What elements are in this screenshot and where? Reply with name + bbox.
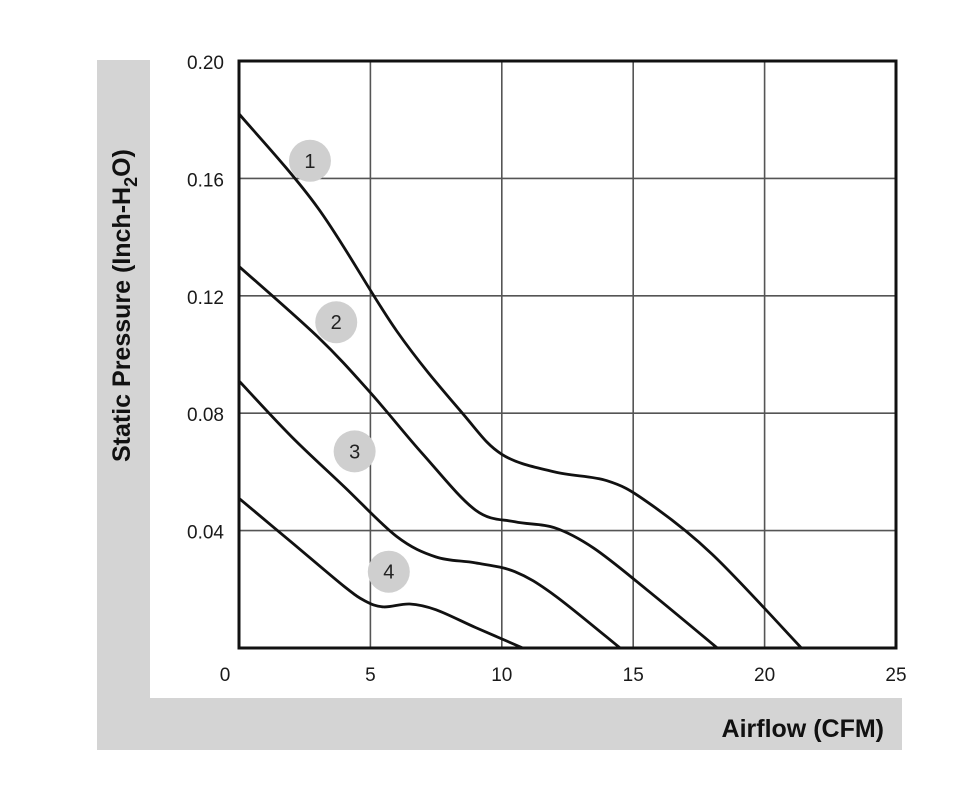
- x-axis-title: Airflow (CFM): [722, 715, 884, 743]
- series-marker-4: [367, 550, 410, 593]
- series-marker-label-2: 2: [331, 312, 342, 334]
- y-axis-band: [97, 60, 150, 750]
- x-tick-label: 20: [754, 665, 775, 686]
- y-tick-label: 0.04: [187, 523, 224, 544]
- y-axis-title-tail: O): [108, 149, 136, 177]
- x-tick-label: 10: [491, 665, 512, 686]
- y-tick-labels: 0.04 0.08 0.12 0.16 0.20: [187, 53, 224, 544]
- marker-group: 1 2 3 4: [288, 139, 410, 593]
- grid-lines: [239, 61, 896, 648]
- y-axis-title-main: Static Pressure (Inch-H: [108, 187, 136, 462]
- series-marker-3: [333, 430, 376, 473]
- y-axis-title: Static Pressure (Inch-H2O): [108, 149, 141, 462]
- series-group: [237, 112, 803, 650]
- series-line-2: [238, 265, 719, 650]
- series-line-3: [237, 379, 621, 650]
- x-tick-label: 15: [623, 665, 644, 686]
- series-line-1: [237, 112, 803, 649]
- series-marker-1: [288, 139, 331, 182]
- y-tick-label: 0.12: [187, 288, 224, 309]
- y-axis-title-sub: 2: [121, 177, 141, 187]
- x-tick-label: 0: [220, 665, 231, 686]
- series-line-4: [238, 497, 524, 650]
- series-marker-label-3: 3: [349, 441, 360, 463]
- series-marker-label-1: 1: [304, 151, 315, 173]
- y-tick-label: 0.08: [187, 405, 224, 426]
- x-tick-label: 25: [885, 665, 906, 686]
- x-axis-band: [97, 698, 902, 750]
- x-tick-label: 5: [365, 665, 376, 686]
- plot-frame: [237, 59, 898, 650]
- series-marker-2: [315, 301, 358, 344]
- y-tick-label: 0.20: [187, 53, 224, 74]
- series-marker-label-4: 4: [383, 562, 394, 584]
- y-tick-label: 0.16: [187, 170, 224, 191]
- x-tick-labels: 0 5 10 15 20 25: [220, 665, 907, 686]
